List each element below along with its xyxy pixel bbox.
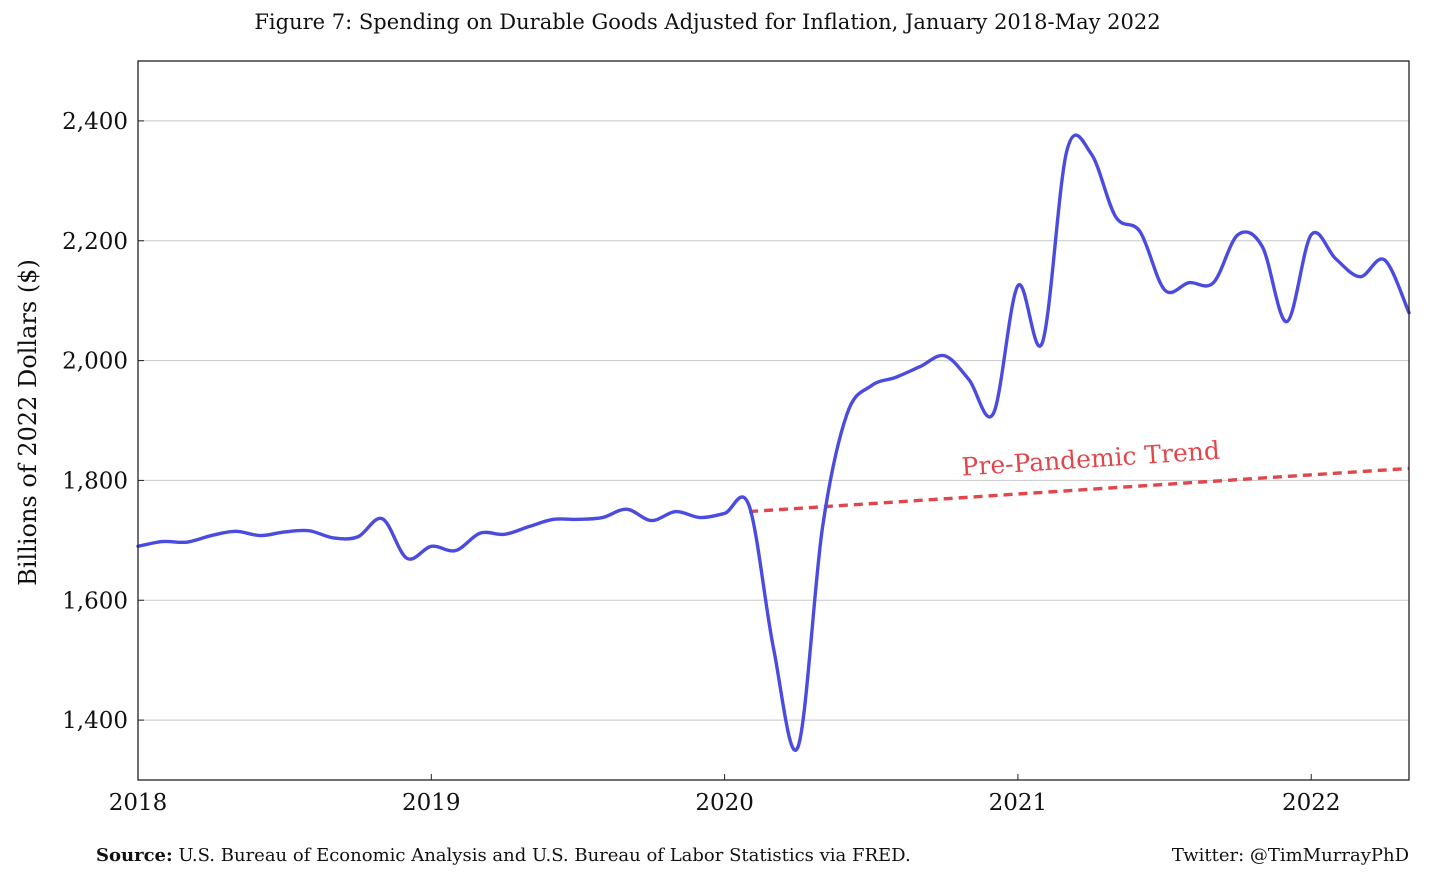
y-axis-ticks: 1,400 1,600 1,800 2,000 2,200 2,400 — [62, 109, 144, 734]
y-tick-label: 2,000 — [62, 349, 128, 375]
x-tick-label: 2021 — [989, 790, 1048, 816]
x-axis-ticks: 2018 2019 2020 2021 2022 — [109, 774, 1341, 816]
y-tick-label: 2,400 — [62, 109, 128, 135]
grid-lines — [138, 120, 1409, 721]
source-label: Source: — [96, 845, 173, 866]
x-tick-label: 2020 — [695, 790, 754, 816]
trend-layer — [748, 466, 1410, 514]
trend-label: Pre-Pandemic Trend — [961, 436, 1221, 482]
x-tick-label: 2018 — [109, 790, 168, 816]
y-tick-label: 1,800 — [62, 468, 128, 494]
y-tick-label: 1,600 — [62, 588, 128, 614]
plot-frame — [137, 60, 1410, 781]
y-axis-label: Billions of 2022 Dollars ($) — [14, 259, 42, 586]
series-layer — [136, 133, 1411, 752]
y-tick-label: 1,400 — [62, 708, 128, 734]
x-tick-label: 2019 — [402, 790, 461, 816]
y-tick-label: 2,200 — [62, 229, 128, 255]
source-text: U.S. Bureau of Economic Analysis and U.S… — [178, 845, 911, 866]
x-tick-label: 2022 — [1282, 790, 1341, 816]
series-line — [136, 133, 1411, 752]
chart-title: Figure 7: Spending on Durable Goods Adju… — [254, 10, 1161, 34]
trend-line — [748, 466, 1410, 514]
source-note: Source: U.S. Bureau of Economic Analysis… — [96, 845, 911, 866]
credit-note: Twitter: @TimMurrayPhD — [1171, 845, 1409, 866]
